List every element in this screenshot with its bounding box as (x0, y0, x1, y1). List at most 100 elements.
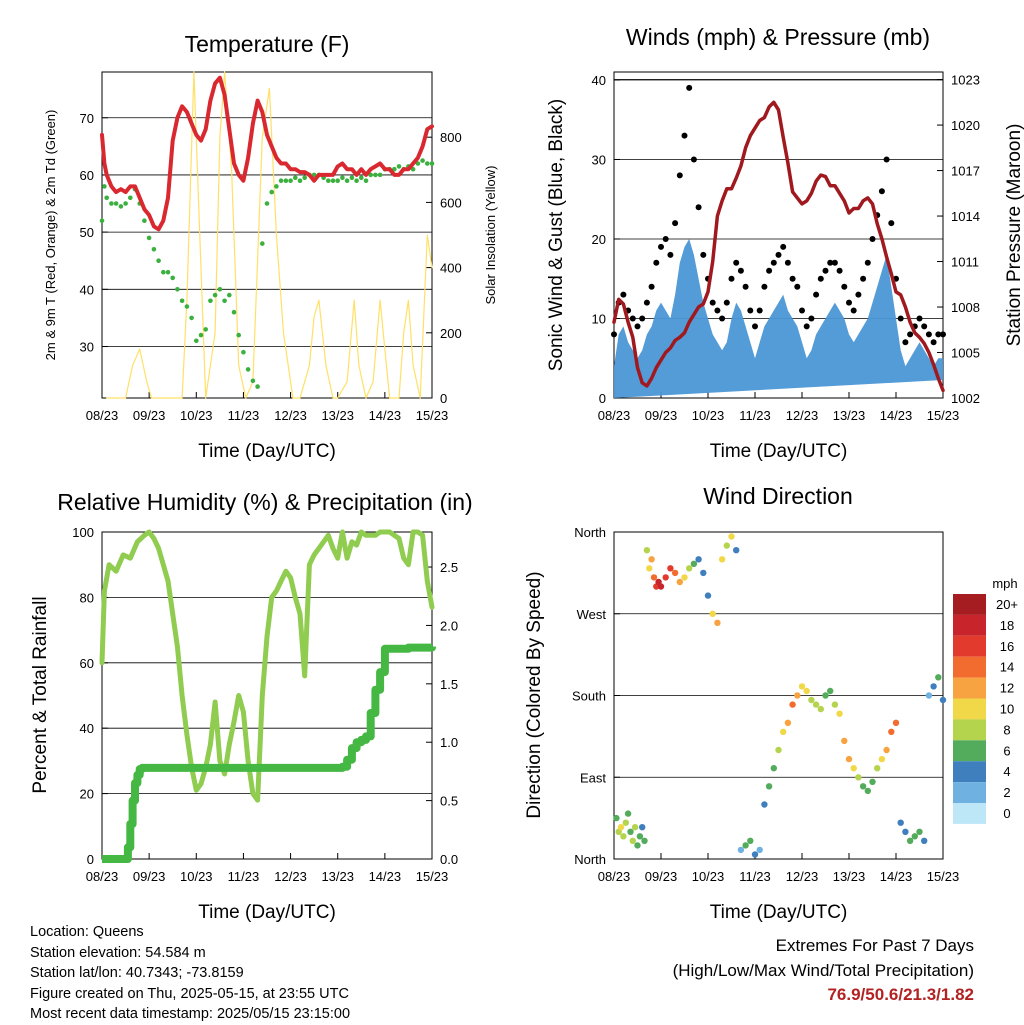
direction-point (775, 746, 782, 754)
direction-point (765, 783, 773, 790)
y2-tick-label: 2.0 (440, 618, 458, 633)
gust-point (752, 323, 758, 330)
dewpoint-point (222, 298, 227, 304)
direction-point (883, 746, 890, 754)
station-pressure-line (612, 100, 945, 393)
x-tick-label: 08/23 (598, 408, 631, 423)
direction-point (624, 810, 632, 817)
dewpoint-point (330, 178, 336, 183)
legend-swatch (953, 782, 986, 803)
y2-tick-label: 200 (440, 326, 462, 341)
direction-point (827, 687, 834, 695)
gust-point (761, 283, 768, 290)
direction-point (690, 560, 698, 567)
gust-point (808, 315, 815, 322)
dewpoint-point (208, 298, 213, 304)
direction-point (812, 701, 820, 708)
dewpoint-point (278, 178, 284, 183)
gust-point (850, 307, 857, 314)
gust-point (916, 315, 923, 322)
gust-point (883, 156, 890, 163)
legend-label: 12 (1000, 681, 1014, 696)
humidity-precip-panel: Relative Humidity (%) & Precipitation (i… (30, 489, 473, 923)
y-tick-label: East (580, 770, 606, 785)
direction-point (789, 701, 796, 708)
gust-point (836, 267, 843, 274)
gust-point (686, 84, 693, 91)
direction-point (935, 674, 942, 681)
direction-point (648, 556, 655, 563)
dewpoint-point (349, 175, 355, 181)
legend-swatch (953, 635, 986, 657)
plot-frame (101, 531, 433, 860)
direction-point (671, 569, 679, 577)
direction-point (714, 619, 721, 626)
direction-point (822, 692, 829, 699)
direction-point (646, 565, 653, 572)
dewpoint-point (109, 201, 114, 206)
y-tick-label: South (572, 689, 606, 704)
y-tick-label: 20 (80, 787, 94, 802)
x-tick-label: 11/23 (739, 408, 771, 423)
dewpoint-point (293, 175, 298, 181)
legend-swatch (953, 614, 986, 636)
y-tick-label: North (574, 525, 606, 540)
y-tick-label: 20 (592, 232, 606, 247)
dewpoint-point (377, 172, 383, 178)
legend-title: mph (992, 576, 1017, 591)
direction-point (613, 814, 620, 822)
direction-point (770, 765, 777, 772)
gust-point (695, 204, 702, 211)
x-axis-label: Time (Day/UTC) (198, 441, 336, 462)
dewpoint-point (311, 172, 317, 178)
dewpoint-point (245, 367, 251, 372)
y2-tick-label: 800 (440, 130, 462, 145)
x-tick-label: 08/23 (598, 869, 631, 884)
gust-point (770, 259, 777, 266)
y-tick-label: 30 (80, 340, 94, 355)
y2-axis-label: Solar Insolation (Yellow) (483, 166, 498, 305)
direction-point (930, 683, 937, 690)
direction-point (622, 819, 629, 826)
dewpoint-point (363, 178, 369, 183)
dewpoint-point (203, 327, 208, 332)
direction-point (855, 774, 862, 781)
gust-point (667, 251, 674, 258)
gust-point (629, 315, 636, 322)
gust-point (690, 156, 697, 163)
legend-swatch (953, 719, 986, 741)
dewpoint-point (392, 166, 397, 172)
winds-pressure-panel: Winds (mph) & Pressure (mb) Time (Day/UTC… (546, 24, 1024, 462)
direction-point (794, 692, 801, 699)
gust-point (841, 283, 848, 290)
dewpoint-point (179, 298, 185, 304)
direction-point (859, 783, 867, 790)
direction-point (892, 719, 900, 726)
dewpoint-point (175, 287, 180, 292)
direction-point (650, 574, 658, 581)
dewpoint-point (415, 161, 421, 166)
extremes-box: Extremes For Past 7 Days (High/Low/Max W… (673, 934, 974, 1008)
y2-tick-label: 400 (440, 261, 462, 276)
gust-point (878, 188, 885, 195)
gust-point (742, 283, 749, 290)
y-tick-label: 50 (80, 225, 94, 240)
y-tick-label: 0 (599, 391, 606, 406)
y-tick-label: 60 (80, 168, 94, 183)
temperature-panel: Temperature (F) Time (Day/UTC) 08/23 09/23 1… (43, 31, 498, 462)
direction-point (681, 574, 688, 581)
legend-label: 20+ (996, 597, 1018, 612)
direction-point (627, 828, 634, 835)
gust-point (803, 323, 810, 330)
legend-label: 14 (1000, 660, 1014, 675)
dewpoint-point (189, 315, 194, 321)
dewpoint-point (146, 235, 152, 241)
gust-point (709, 299, 716, 306)
station-latlon: Station lat/lon: 40.7343; -73.8159 (30, 965, 244, 981)
dewpoint-point (170, 275, 175, 281)
relative-humidity-line (99, 529, 435, 803)
x-tick-label: 11/23 (739, 869, 771, 884)
dewpoint-point (118, 204, 124, 209)
y-tick-label: 80 (80, 590, 94, 605)
x-tick-label: 15/23 (416, 408, 449, 423)
